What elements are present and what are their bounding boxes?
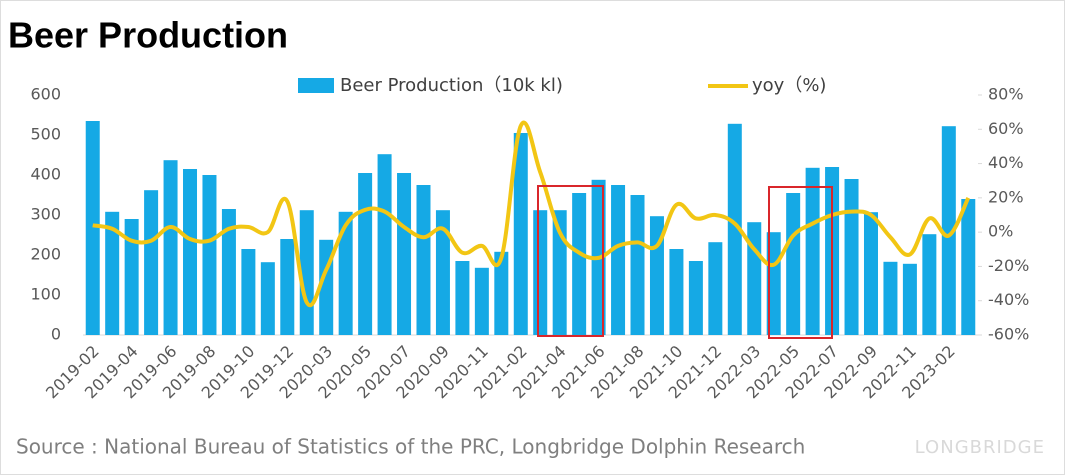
bar: [183, 169, 198, 335]
bar: [747, 222, 762, 335]
bar: [669, 249, 684, 335]
bar: [260, 262, 275, 335]
bar: [397, 173, 412, 335]
bar: [416, 185, 431, 335]
y2-tick-label: 80%: [988, 85, 1024, 104]
y2-tick-label: -20%: [988, 256, 1029, 275]
y2-tick-label: 60%: [988, 119, 1024, 138]
bar: [766, 232, 781, 335]
source: Source : National Bureau of Statistics o…: [16, 435, 805, 459]
y2-tick-label: 0%: [988, 222, 1013, 241]
bar: [144, 190, 159, 335]
bar: [241, 249, 256, 335]
y-tick-label: 500: [30, 125, 61, 144]
y-tick-label: 0: [51, 325, 61, 344]
bar: [961, 199, 976, 335]
bar: [863, 212, 878, 335]
bar: [572, 193, 587, 335]
bar: [494, 251, 509, 335]
y-tick-label: 200: [30, 245, 61, 264]
bar: [280, 239, 295, 335]
bar: [688, 261, 703, 335]
y2-tick-label: 20%: [988, 187, 1024, 206]
y2-tick-label: -60%: [988, 325, 1029, 344]
bar: [805, 167, 820, 335]
y-tick-label: 400: [30, 165, 61, 184]
bar: [708, 242, 723, 335]
y-tick-label: 300: [30, 205, 61, 224]
bar: [941, 126, 956, 335]
bar: [533, 210, 548, 335]
bar: [221, 209, 236, 335]
bar: [513, 133, 528, 335]
bar: [844, 179, 859, 335]
bar: [902, 263, 917, 335]
bar: [435, 210, 450, 335]
bar: [474, 267, 489, 335]
chart-title: Beer Production: [8, 15, 288, 56]
legend-label: yoy（%): [752, 75, 826, 96]
bar: [338, 211, 353, 335]
bar: [611, 185, 626, 335]
highlight-box: [537, 185, 604, 337]
legend-swatch: [298, 78, 334, 93]
bar: [922, 234, 937, 335]
bar: [202, 175, 217, 335]
highlight-box: [768, 186, 833, 339]
bar: [163, 160, 178, 335]
bar: [727, 123, 742, 335]
y-tick-label: 100: [30, 285, 61, 304]
y2-tick-label: 40%: [988, 153, 1024, 172]
bar: [883, 261, 898, 335]
y-tick-label: 600: [30, 85, 61, 104]
logo: LONGBRIDGE: [915, 437, 1045, 458]
bar: [455, 261, 470, 335]
bar: [786, 193, 801, 335]
legend-label: Beer Production（10k kl): [340, 75, 563, 96]
y2-tick-label: -40%: [988, 290, 1029, 309]
bar: [630, 195, 645, 335]
bar: [358, 173, 373, 335]
bar: [85, 121, 100, 335]
bar: [377, 154, 392, 335]
bar: [105, 211, 120, 335]
line: [92, 120, 971, 308]
bar: [124, 219, 139, 335]
